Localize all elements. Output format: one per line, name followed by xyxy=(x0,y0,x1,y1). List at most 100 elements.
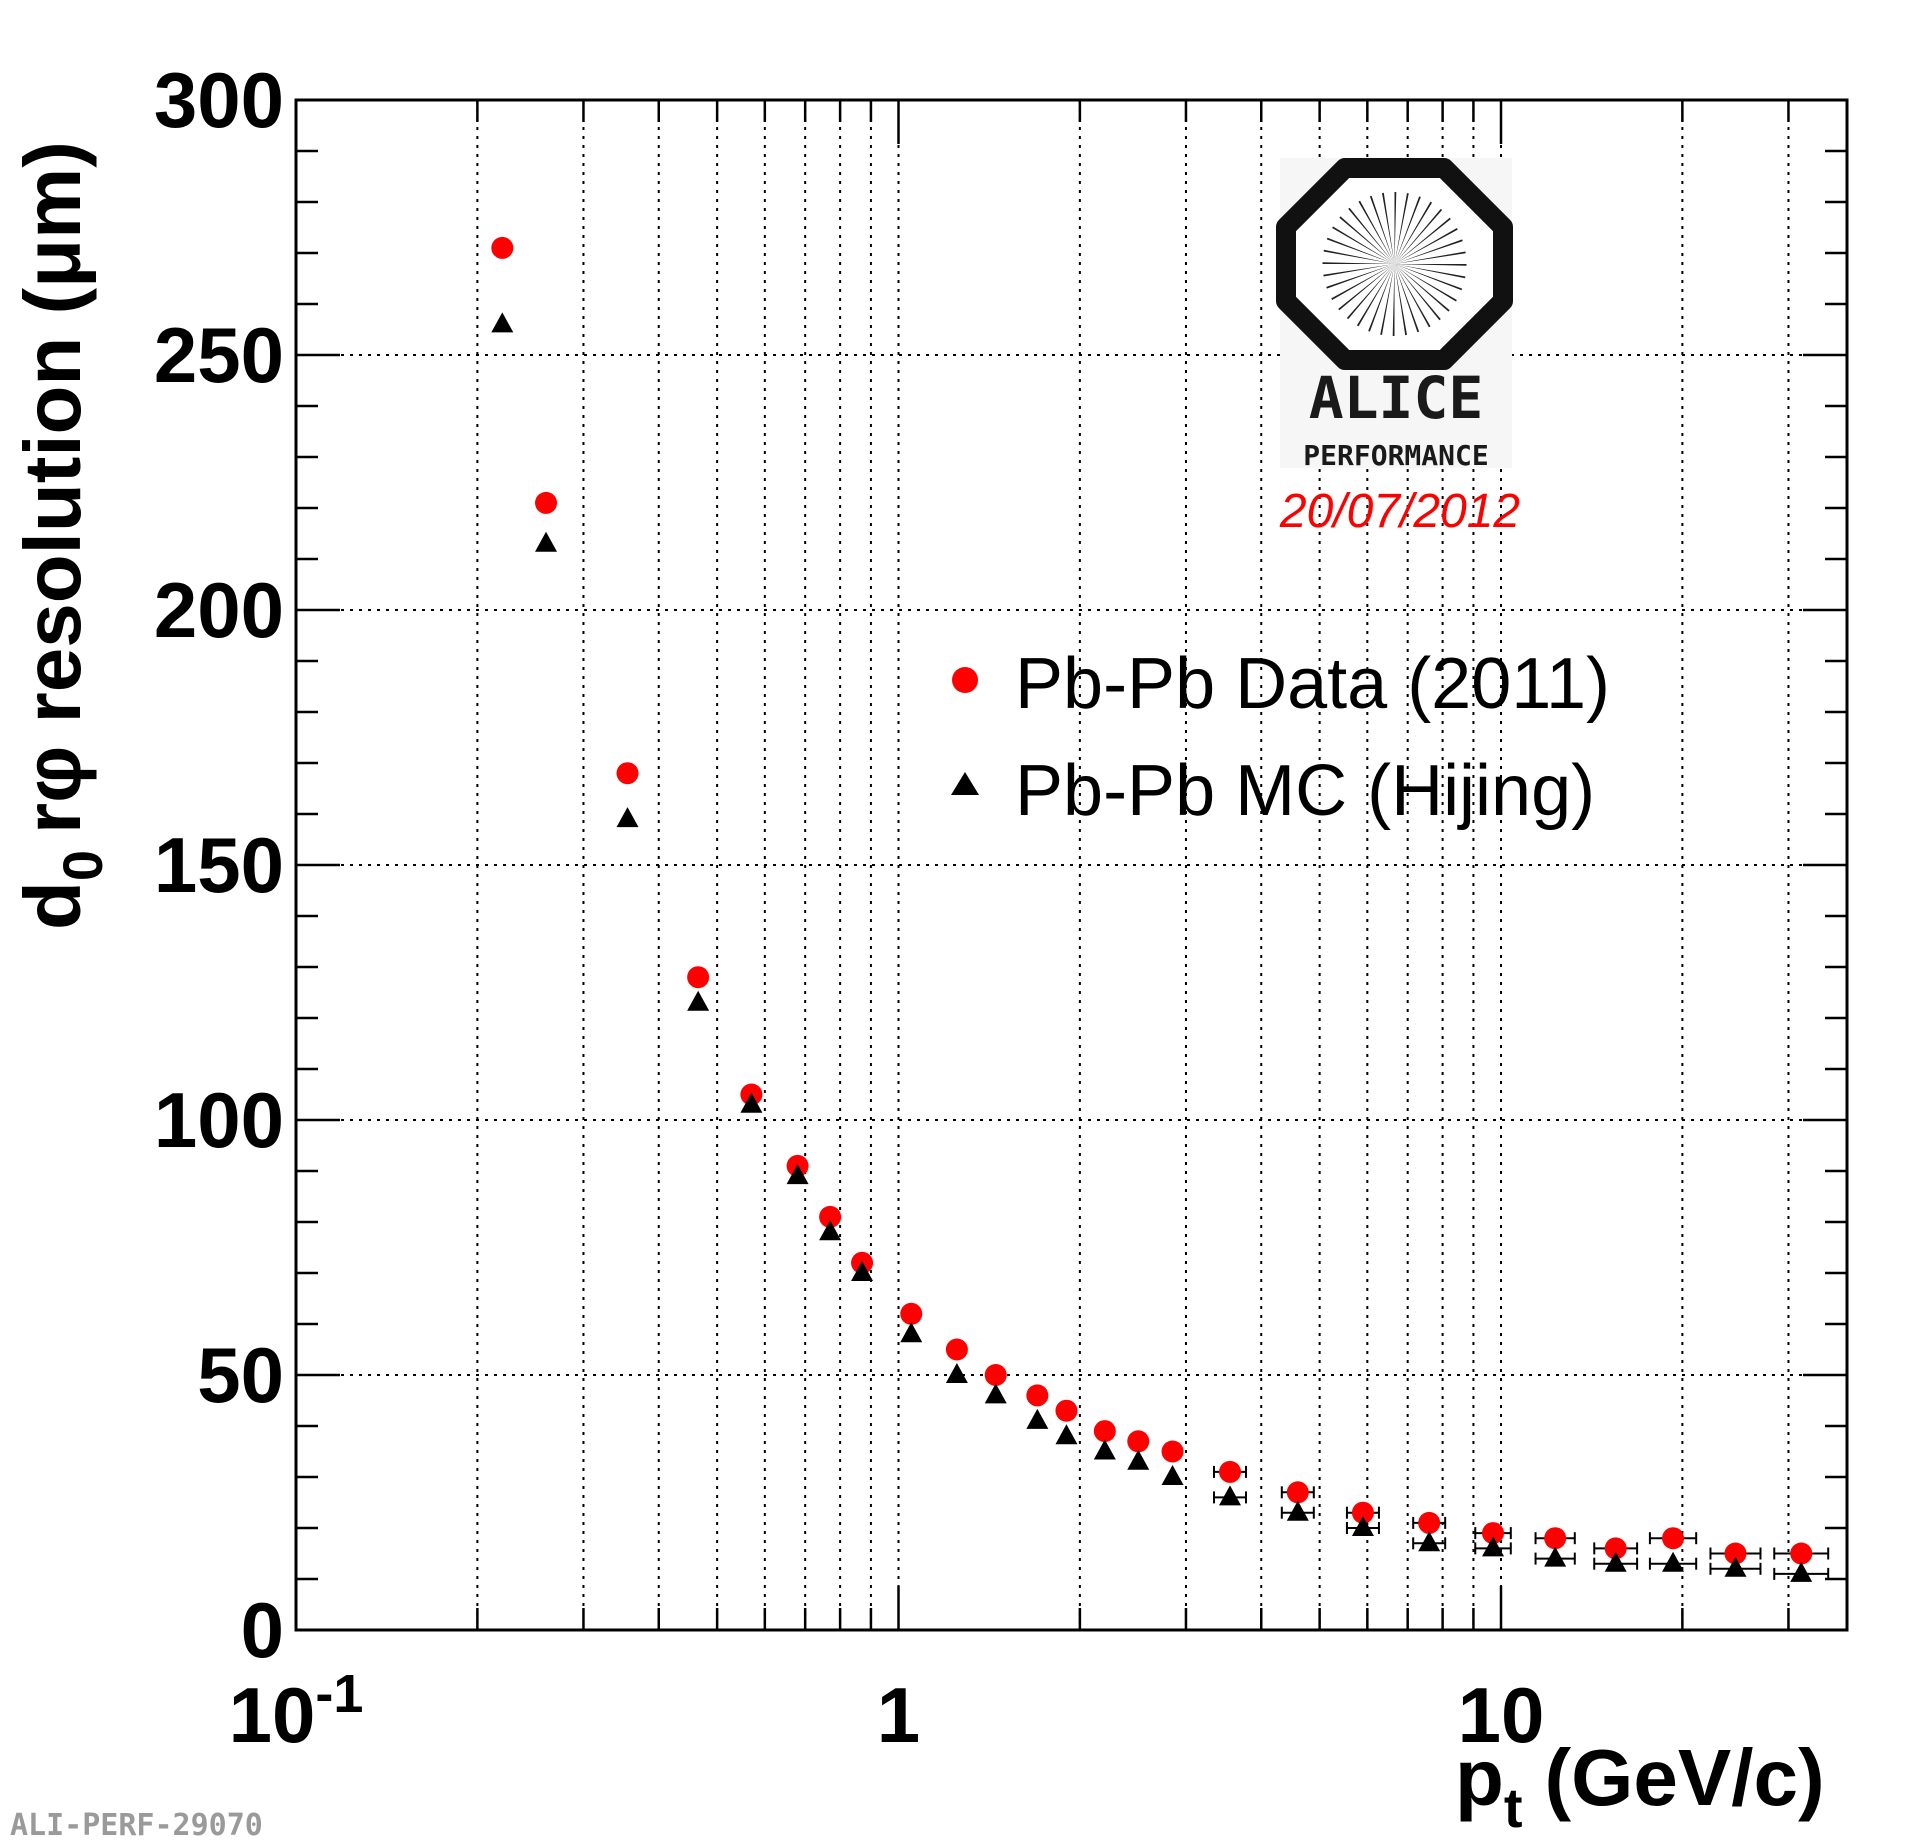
logo-ray xyxy=(1369,195,1395,264)
logo-subtitle: PERFORMANCE xyxy=(1303,439,1488,472)
mc-point xyxy=(1161,1465,1184,1485)
y-tick-labels: 0 50 100 150 200 250 300 xyxy=(154,56,284,1674)
y-axis-title: d0 rφ resolution (μm) xyxy=(8,141,114,930)
logo-ray xyxy=(1326,264,1395,289)
mc-point xyxy=(984,1383,1007,1404)
logo-ray xyxy=(1381,192,1395,264)
logo-ray xyxy=(1394,264,1420,333)
mc-point xyxy=(851,1261,874,1281)
logo-ray xyxy=(1380,264,1395,335)
x-axis-title-unit: (GeV/c) xyxy=(1545,1733,1825,1822)
mc-point xyxy=(1790,1561,1813,1582)
logo-ray xyxy=(1394,217,1451,264)
logo-ray xyxy=(1394,264,1450,312)
logo-ray xyxy=(1394,239,1463,264)
x-tick-label: 10 xyxy=(1458,1671,1545,1759)
mc-point xyxy=(616,807,639,828)
data-point xyxy=(1351,1501,1374,1524)
data-point xyxy=(616,762,639,785)
legend-marker-data xyxy=(952,667,978,693)
logo-ray xyxy=(1394,251,1466,264)
y-tick-label: 0 xyxy=(241,1586,284,1674)
y-tick-label: 100 xyxy=(154,1076,284,1164)
logo-ray xyxy=(1394,201,1433,264)
logo-ray xyxy=(1394,264,1457,302)
data-point xyxy=(1790,1542,1813,1565)
footer-id: ALI-PERF-29070 xyxy=(10,1808,263,1842)
plot-frame xyxy=(294,98,1849,1632)
logo-ray xyxy=(1326,237,1395,264)
logo-ray xyxy=(1338,264,1395,311)
logo-ray xyxy=(1331,264,1395,300)
mc-point xyxy=(740,1092,763,1113)
logo-ray xyxy=(1358,200,1395,264)
logo-ray xyxy=(1394,264,1463,291)
x-tick-label-base: 10 xyxy=(229,1671,316,1759)
logo-ray xyxy=(1394,264,1467,266)
mc-point xyxy=(1604,1551,1627,1572)
logo-date: 20/07/2012 xyxy=(1279,485,1520,538)
logo-ray xyxy=(1339,216,1395,264)
series-layer xyxy=(491,236,1830,1582)
logo-ray xyxy=(1394,264,1408,336)
mc-point xyxy=(1482,1536,1505,1557)
mc-point xyxy=(535,531,558,552)
logo-ray xyxy=(1323,249,1395,264)
logo-ray xyxy=(1368,264,1395,332)
logo-ray xyxy=(1322,262,1395,264)
mc-point xyxy=(1544,1546,1567,1567)
mc-point xyxy=(1351,1516,1374,1536)
mc-point xyxy=(945,1363,968,1383)
data-point xyxy=(1286,1481,1309,1504)
data-point xyxy=(1662,1527,1685,1550)
logo-rays xyxy=(1322,192,1467,336)
data-point xyxy=(1482,1522,1505,1545)
x-tick-label-exponent: -1 xyxy=(315,1664,363,1724)
x-axis-title-main: p xyxy=(1455,1733,1504,1822)
mc-point xyxy=(1093,1439,1116,1460)
logo-name: ALICE xyxy=(1309,364,1484,432)
grid-lines xyxy=(296,100,1847,1630)
x-tick-label-base: 1 xyxy=(877,1671,920,1759)
data-point xyxy=(900,1302,923,1325)
logo-ray xyxy=(1392,264,1395,336)
y-tick-label: 50 xyxy=(197,1331,284,1419)
data-point xyxy=(1055,1399,1078,1422)
data-point xyxy=(687,966,710,989)
legend-marker-mc xyxy=(951,772,979,795)
data-point xyxy=(984,1364,1007,1386)
logo-ray xyxy=(1394,264,1431,328)
logo-ray xyxy=(1356,264,1395,327)
y-axis-title-main: d xyxy=(8,881,97,930)
data-point xyxy=(1026,1384,1049,1407)
mc-point xyxy=(1219,1485,1242,1506)
y-axis-title-sub: 0 xyxy=(51,850,114,881)
logo-ray xyxy=(1348,207,1395,264)
alice-logo: ALICE PERFORMANCE 20/07/2012 xyxy=(1276,158,1520,538)
mc-point xyxy=(491,312,514,333)
x-axis-title: pt (GeV/c) xyxy=(1455,1733,1825,1839)
data-point xyxy=(1724,1542,1747,1565)
y-axis-title-rest: rφ resolution (μm) xyxy=(8,141,97,834)
logo-ray xyxy=(1394,192,1397,264)
logo-ray xyxy=(1332,226,1395,264)
legend-label-mc: Pb-Pb MC (Hijing) xyxy=(1015,751,1595,831)
logo-ray xyxy=(1394,208,1443,264)
legend-label-data: Pb-Pb Data (2011) xyxy=(1015,644,1610,724)
mc-point xyxy=(1127,1449,1150,1470)
x-tick-label: 10-1 xyxy=(229,1664,364,1759)
logo-ray xyxy=(1394,264,1441,321)
logo-ray xyxy=(1394,193,1409,264)
data-point xyxy=(1161,1440,1184,1463)
data-point xyxy=(1544,1527,1567,1550)
mc-point xyxy=(687,990,710,1011)
mc-point xyxy=(1026,1408,1049,1429)
x-tick-label-base: 10 xyxy=(1458,1671,1545,1759)
mc-point xyxy=(819,1220,842,1241)
series-mc xyxy=(491,312,1830,1582)
data-point xyxy=(1219,1460,1242,1483)
logo-ray xyxy=(1346,264,1395,320)
logo-ray xyxy=(1394,264,1466,279)
data-point xyxy=(1127,1430,1150,1453)
